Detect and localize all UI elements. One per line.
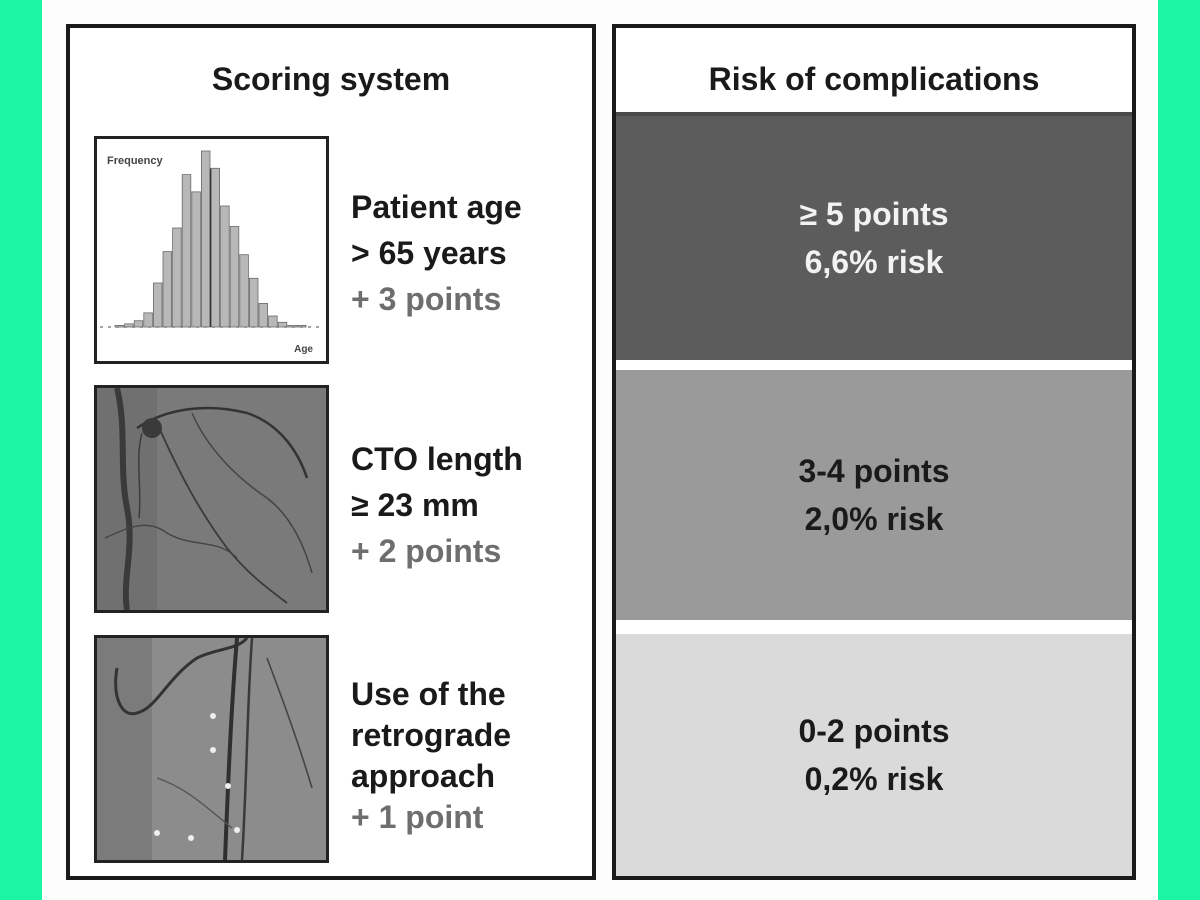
criterion-label: approach [351, 758, 496, 794]
histogram-bar [210, 167, 221, 328]
risk-band-points: 0-2 points [798, 713, 950, 749]
risk-band-high: ≥ 5 points 6,6% risk [616, 112, 1132, 360]
age-histogram-image: Frequency Age [94, 136, 329, 364]
marker-dot [154, 830, 160, 836]
histogram-bar [181, 174, 192, 328]
vessel-line [266, 657, 313, 789]
vessel-line [191, 412, 313, 574]
histogram-bar [133, 320, 144, 328]
histogram-bar [277, 321, 288, 328]
histogram-bar [258, 303, 269, 328]
marker-dot [225, 783, 231, 789]
histogram-bar [229, 226, 240, 328]
histogram-bar [114, 325, 125, 328]
histogram-ylabel: Frequency [107, 155, 164, 167]
criterion-points: + 1 point [351, 799, 484, 835]
vessel-line [136, 406, 309, 479]
cto-angiogram-image [94, 385, 329, 613]
marker-dot [210, 747, 216, 753]
risk-of-complications-panel: Risk of complications ≥ 5 points 6,6% ri… [612, 24, 1136, 880]
histogram-bar [153, 282, 163, 328]
vessel-line [156, 777, 233, 829]
criterion-threshold: ≥ 23 mm [351, 487, 479, 523]
figure-canvas: Scoring system Frequency Age [42, 0, 1158, 900]
marker-dot [188, 835, 194, 841]
criterion-threshold: > 65 years [351, 235, 507, 271]
criterion-patient-age: Patient age > 65 years + 3 points [351, 184, 591, 322]
histogram-bar [296, 325, 307, 328]
histogram-bar [239, 254, 249, 328]
risk-band-percent: 6,6% risk [804, 244, 944, 280]
marker-dot [210, 713, 216, 719]
criterion-points: + 2 points [351, 533, 502, 569]
risk-title: Risk of complications [708, 61, 1040, 97]
criterion-cto-length: CTO length ≥ 23 mm + 2 points [351, 436, 591, 574]
histogram-bar [162, 251, 173, 328]
vessel-line [156, 422, 288, 604]
criterion-label: CTO length [351, 441, 523, 477]
histogram-bar [124, 323, 134, 328]
criterion-label: Use of the [351, 676, 506, 712]
criterion-retrograde-approach: Use of the retrograde approach + 1 point [351, 674, 591, 838]
angiogram-vessels [97, 638, 326, 860]
risk-band-low: 0-2 points 0,2% risk [616, 634, 1132, 876]
histogram-bar [172, 227, 182, 328]
age-histogram: Frequency Age [100, 150, 323, 355]
contrast-blob [142, 418, 162, 438]
risk-band-points: ≥ 5 points [799, 196, 949, 232]
histogram-bar [287, 325, 297, 328]
vessel-line [104, 524, 238, 559]
histogram-bars [114, 150, 307, 328]
catheter-line [223, 638, 239, 860]
histogram-xlabel: Age [294, 344, 313, 355]
criterion-label: Patient age [351, 189, 522, 225]
risk-band-points: 3-4 points [798, 453, 950, 489]
risk-band-percent: 2,0% risk [804, 501, 944, 537]
criterion-points: + 3 points [351, 281, 502, 317]
catheter-line [114, 388, 133, 610]
vessel-line [114, 638, 249, 716]
marker-dot [234, 827, 240, 833]
vessel-line [138, 432, 143, 519]
catheter-line [240, 638, 254, 860]
angiogram-vessels [97, 388, 326, 610]
histogram-bar [201, 150, 211, 328]
criterion-label: retrograde [351, 717, 512, 753]
histogram-bar [248, 277, 259, 328]
angiogram-shadow [97, 638, 152, 860]
histogram-bar [143, 312, 153, 328]
scoring-system-panel: Scoring system Frequency Age [66, 24, 596, 880]
histogram-bar [191, 191, 201, 328]
histogram-bar [268, 315, 278, 328]
retrograde-angiogram-image [94, 635, 329, 863]
histogram-bar [220, 205, 230, 328]
scoring-system-title: Scoring system [211, 61, 451, 97]
risk-band-percent: 0,2% risk [804, 761, 944, 797]
risk-band-medium: 3-4 points 2,0% risk [616, 370, 1132, 620]
